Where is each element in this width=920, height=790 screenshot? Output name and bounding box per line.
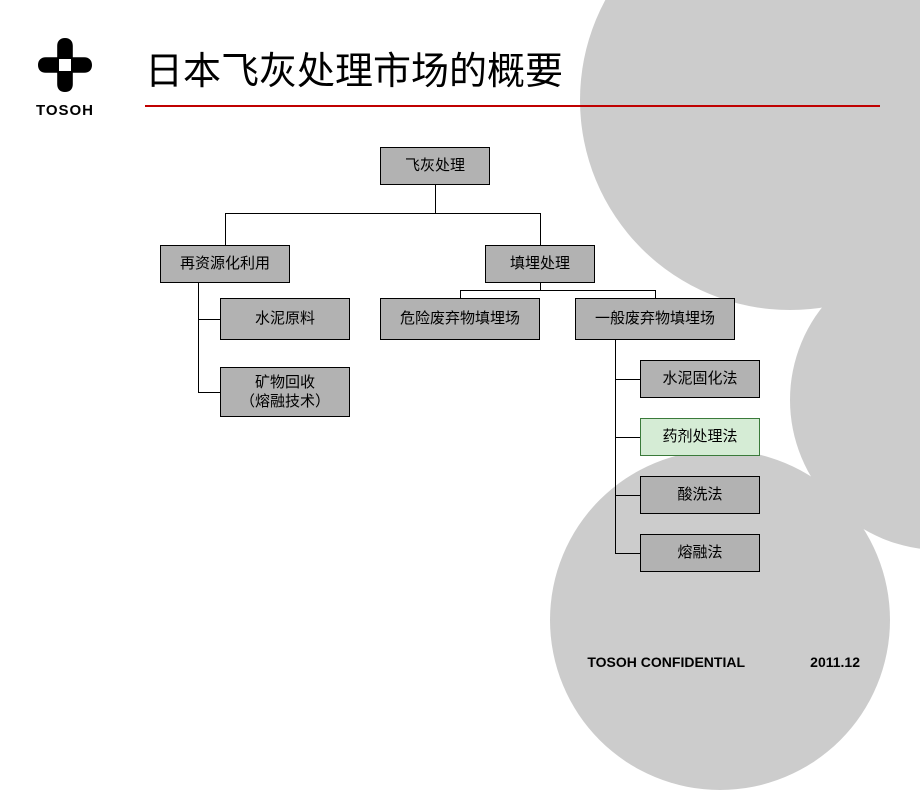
connector: [615, 553, 640, 554]
connector: [460, 290, 461, 298]
node-root: 飞灰处理: [380, 147, 490, 185]
connector: [225, 213, 540, 214]
node-hazard: 危险废弃物填埋场: [380, 298, 540, 340]
connector: [460, 290, 656, 291]
tosoh-logo-icon: [35, 35, 95, 95]
node-m3: 酸洗法: [640, 476, 760, 514]
connector: [198, 319, 220, 320]
connector: [615, 495, 640, 496]
connector: [225, 213, 226, 245]
brand-name: TOSOH: [35, 102, 95, 119]
brand-logo: TOSOH: [35, 35, 95, 119]
node-m2: 药剂处理法: [640, 418, 760, 456]
connector: [540, 213, 541, 245]
node-land: 填埋处理: [485, 245, 595, 283]
connector: [655, 290, 656, 298]
connector: [615, 340, 616, 553]
connector: [198, 283, 199, 392]
node-m4: 熔融法: [640, 534, 760, 572]
footer-date: 2011.12: [810, 654, 860, 670]
node-m1: 水泥固化法: [640, 360, 760, 398]
connector: [615, 379, 640, 380]
footer-confidential: TOSOH CONFIDENTIAL: [587, 654, 745, 670]
node-general: 一般废弃物填埋场: [575, 298, 735, 340]
page-title: 日本飞灰处理市场的概要: [145, 40, 563, 95]
org-chart: 飞灰处理再资源化利用 填埋处理水泥原料矿物回收 （熔融技术） 危险废弃物填埋场一般废…: [0, 135, 920, 595]
node-mineral: 矿物回收 （熔融技术）: [220, 367, 350, 417]
connector: [435, 185, 436, 213]
connector: [198, 392, 220, 393]
node-recyc: 再资源化利用: [160, 245, 290, 283]
title-divider: [145, 105, 880, 107]
connector: [615, 437, 640, 438]
node-cement: 水泥原料: [220, 298, 350, 340]
